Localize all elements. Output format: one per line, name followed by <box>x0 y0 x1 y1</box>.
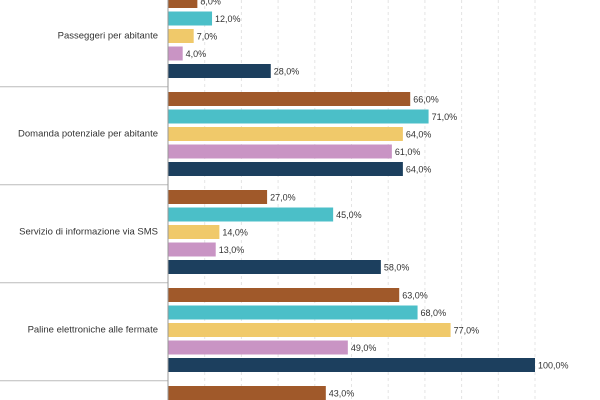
value-label: 61,0% <box>395 147 421 157</box>
category-label: Servizio di informazione via SMS <box>19 227 158 238</box>
value-label: 13,0% <box>219 245 245 255</box>
value-label: 64,0% <box>406 129 432 139</box>
category-label: Paline elettroniche alle fermate <box>28 325 158 336</box>
value-label: 58,0% <box>384 262 410 272</box>
bar <box>168 340 348 355</box>
value-label: 71,0% <box>432 112 458 122</box>
bar <box>168 64 271 78</box>
value-label: 28,0% <box>274 66 300 76</box>
value-label: 64,0% <box>406 164 432 174</box>
bar <box>168 207 334 222</box>
bar <box>168 288 400 302</box>
bar <box>168 260 381 274</box>
value-label: 68,0% <box>421 308 447 318</box>
value-label: 45,0% <box>336 210 362 220</box>
bar <box>168 358 535 372</box>
bar <box>168 11 213 26</box>
value-label: 7,0% <box>197 31 218 41</box>
category-label: Passeggeri per abitante <box>58 31 158 42</box>
value-label: 27,0% <box>270 192 296 202</box>
value-label: 8,0% <box>200 0 221 6</box>
value-label: 66,0% <box>413 94 439 104</box>
bar <box>168 127 403 141</box>
category-label: Domanda potenziale per abitante <box>18 129 158 140</box>
bar <box>168 29 194 43</box>
bar <box>168 242 216 257</box>
bar <box>168 190 268 204</box>
bar <box>168 305 418 320</box>
value-label: 49,0% <box>351 343 377 353</box>
value-label: 12,0% <box>215 14 241 24</box>
bar <box>168 386 326 400</box>
bar <box>168 46 183 61</box>
bar <box>168 109 429 124</box>
value-label: 63,0% <box>402 290 428 300</box>
bar <box>168 323 451 337</box>
bar <box>168 144 392 159</box>
bar <box>168 162 403 176</box>
value-label: 43,0% <box>329 388 355 398</box>
bar <box>168 0 198 8</box>
bar <box>168 225 220 239</box>
value-label: 77,0% <box>454 325 480 335</box>
value-label: 100,0% <box>538 360 569 370</box>
value-label: 14,0% <box>222 227 248 237</box>
value-label: 4,0% <box>186 49 207 59</box>
bar <box>168 92 411 106</box>
